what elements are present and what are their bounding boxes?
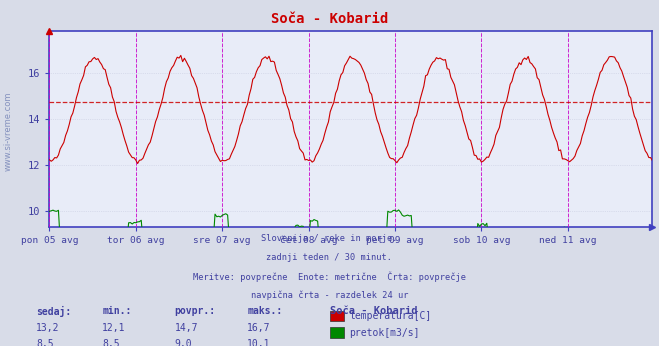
Text: 8,5: 8,5: [36, 339, 54, 346]
Text: navpična črta - razdelek 24 ur: navpična črta - razdelek 24 ur: [251, 291, 408, 300]
Text: maks.:: maks.:: [247, 306, 282, 316]
Text: 8,5: 8,5: [102, 339, 120, 346]
Text: 9,0: 9,0: [175, 339, 192, 346]
Text: 10,1: 10,1: [247, 339, 271, 346]
Text: min.:: min.:: [102, 306, 132, 316]
Text: zadnji teden / 30 minut.: zadnji teden / 30 minut.: [266, 253, 393, 262]
Text: Soča - Kobarid: Soča - Kobarid: [271, 12, 388, 26]
Text: 12,1: 12,1: [102, 323, 126, 333]
Text: 14,7: 14,7: [175, 323, 198, 333]
Text: 13,2: 13,2: [36, 323, 60, 333]
Text: Slovenija / reke in morje.: Slovenija / reke in morje.: [261, 234, 398, 243]
Text: Meritve: povprečne  Enote: metrične  Črta: povprečje: Meritve: povprečne Enote: metrične Črta:…: [193, 272, 466, 282]
Text: temperatura[C]: temperatura[C]: [349, 311, 432, 321]
Text: 16,7: 16,7: [247, 323, 271, 333]
Text: pretok[m3/s]: pretok[m3/s]: [349, 328, 420, 337]
Text: povpr.:: povpr.:: [175, 306, 215, 316]
Text: Soča - Kobarid: Soča - Kobarid: [330, 306, 417, 316]
Text: www.si-vreme.com: www.si-vreme.com: [3, 92, 13, 171]
Text: sedaj:: sedaj:: [36, 306, 71, 317]
